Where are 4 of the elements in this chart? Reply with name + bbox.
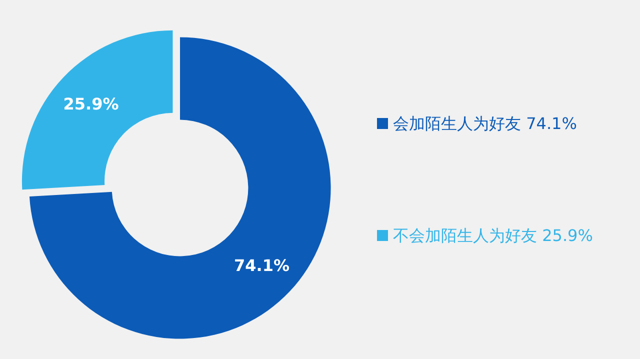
data-label: 25.9% xyxy=(63,94,119,114)
legend-label: 不会加陌生人为好友 25.9% xyxy=(393,226,593,245)
legend-label: 会加陌生人为好友 74.1% xyxy=(393,114,577,133)
data-label: 74.1% xyxy=(234,256,290,275)
